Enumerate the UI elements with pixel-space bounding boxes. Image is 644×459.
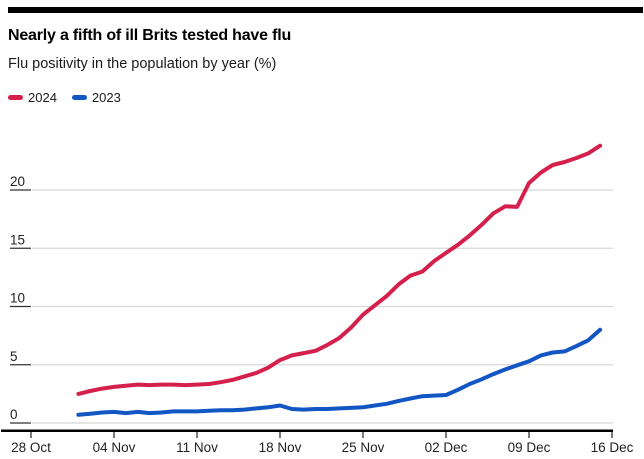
chart-title: Nearly a fifth of ill Brits tested have … xyxy=(8,27,292,44)
chart-legend: 2024 2023 xyxy=(8,90,121,105)
legend-label-2023: 2023 xyxy=(91,90,121,105)
x-axis-label: 11 Nov xyxy=(176,440,218,455)
y-axis-label: 10 xyxy=(10,291,25,306)
y-axis-label: 0 xyxy=(10,407,18,422)
x-axis-label: 25 Nov xyxy=(342,440,385,455)
y-axis-label: 15 xyxy=(10,232,25,247)
series-line-2023 xyxy=(76,327,603,417)
legend-swatch-2023-icon xyxy=(71,95,87,100)
legend-swatch-2024-icon xyxy=(8,95,23,100)
x-axis-label: 04 Nov xyxy=(93,440,136,455)
chart-subtitle: Flu positivity in the population by year… xyxy=(8,56,277,72)
y-axis-label: 5 xyxy=(10,349,18,364)
legend-item-2023: 2023 xyxy=(71,90,121,105)
series-line-2024 xyxy=(76,143,603,396)
x-axis-label: 02 Dec xyxy=(425,440,468,455)
x-axis-label: 28 Oct xyxy=(11,440,51,455)
top-rule xyxy=(8,7,643,13)
x-axis-label: 18 Nov xyxy=(259,440,302,455)
x-axis-label: 09 Dec xyxy=(508,440,551,455)
legend-label-2024: 2024 xyxy=(28,90,57,105)
y-axis-label: 20 xyxy=(10,174,25,189)
legend-item-2024: 2024 xyxy=(8,90,57,105)
x-axis-label: 16 Dec xyxy=(591,440,634,455)
